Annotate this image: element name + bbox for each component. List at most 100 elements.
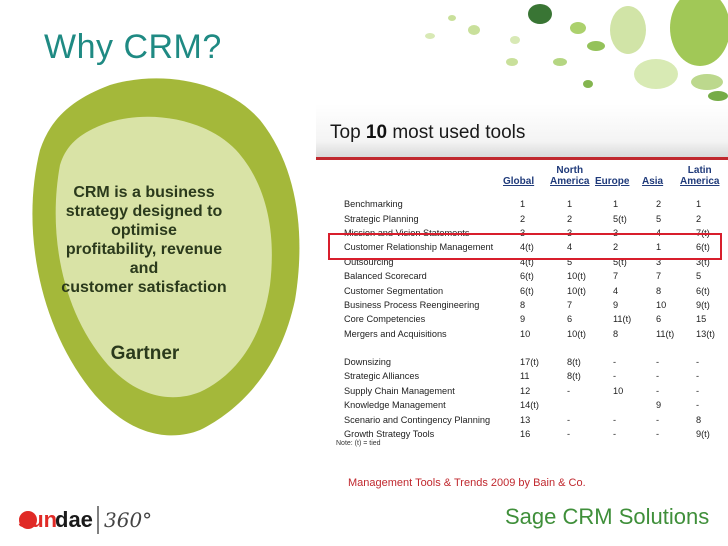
rank-cell: - (656, 385, 660, 396)
table-row: Outsourcing 4(t) 5 5(t) 3 3(t) (344, 255, 726, 269)
column-header-north-america: North America (550, 165, 590, 187)
rank-cell (613, 398, 656, 412)
rank-cell: - (656, 414, 660, 425)
table-row: Downsizing 17(t) 8(t) - - - (344, 355, 726, 369)
table-row: Balanced Scorecard 6(t) 10(t) 7 7 5 (344, 269, 726, 283)
slide-title: Why CRM? (44, 28, 222, 66)
definition-line: strategy designed to (65, 203, 223, 220)
rank-cell: 8(t) (567, 357, 581, 368)
rank-cell: 4 (656, 227, 662, 238)
column-header-latin-america: Latin America (680, 165, 720, 187)
rank-cell: 14(t) (520, 400, 539, 411)
table-row: Strategic Alliances 11 8(t) - - - (344, 369, 726, 383)
definition-line: CRM is a business (73, 184, 215, 201)
rank-cell: 5 (567, 256, 573, 267)
rank-cell: 5 (656, 213, 662, 224)
tool-name: Benchmarking (344, 199, 403, 210)
tool-name: Knowledge Management (344, 400, 446, 411)
panel-title-prefix: Top (330, 122, 366, 143)
rank-cell: 1 (696, 199, 702, 210)
table-row: Mission and Vision Statements 3 3 3 4 7(t) (344, 226, 726, 240)
rank-cell: 2 (567, 213, 573, 224)
rank-cell: 2 (520, 213, 526, 224)
rank-cell: 5 (696, 271, 702, 282)
rank-cell: 9 (656, 400, 662, 411)
rank-cell: 3 (520, 227, 526, 238)
tool-name: Core Competencies (344, 314, 426, 325)
table-spacer (344, 341, 726, 355)
rank-cell: 6(t) (696, 242, 710, 253)
tool-name: Balanced Scorecard (344, 271, 427, 282)
panel-title-suffix: most used tools (387, 122, 526, 143)
column-header-asia: Asia (642, 176, 664, 187)
sundae-logo-sun: sun (18, 507, 57, 532)
rank-cell: 15 (696, 314, 707, 325)
sundae-logo-dae: dae (55, 507, 93, 532)
table-row: Knowledge Management 14(t) 9 - (344, 398, 726, 412)
rank-cell (567, 398, 613, 412)
tool-name: Growth Strategy Tools (344, 429, 435, 440)
table-row: Business Process Reengineering 8 7 9 10 9(t) (344, 298, 726, 312)
table-row: Supply Chain Management 12 - 10 - - (344, 384, 726, 398)
column-header-europe: Europe (595, 176, 630, 187)
rank-cell: 13(t) (696, 328, 715, 339)
rank-cell: 10(t) (567, 271, 586, 282)
rank-cell: - (696, 357, 700, 368)
table-row: Scenario and Contingency Planning 13 - - - 8 (344, 412, 726, 426)
table-row: Benchmarking 1 1 1 2 1 (344, 197, 726, 211)
rank-cell: 3 (656, 256, 662, 267)
rank-cell: 2 (696, 213, 702, 224)
rank-cell: 8 (613, 328, 619, 339)
rank-cell: - (656, 429, 660, 440)
rank-cell: 2 (656, 199, 662, 210)
rank-cell: 1 (567, 199, 573, 210)
definition-line: optimise (111, 222, 177, 239)
rank-cell: 4 (567, 242, 573, 253)
definition-source: Gartner (110, 343, 180, 364)
rank-cell: - (656, 357, 660, 368)
rank-cell: 5(t) (613, 256, 627, 267)
rank-cell: 11 (520, 371, 530, 382)
table-note: Note: (t) = tied (336, 440, 381, 447)
table-row: Customer Relationship Management 4(t) 4 2 1 6… (344, 240, 726, 254)
rank-cell: 1 (520, 199, 526, 210)
leaf-inner (55, 116, 272, 398)
rank-cell: 7 (656, 271, 662, 282)
source-caption: Management Tools & Trends 2009 by Bain &… (348, 477, 586, 489)
definition-line: profitability, revenue (65, 241, 223, 258)
sundae-360-logo: sun dae 360° (18, 506, 152, 534)
rank-cell: - (567, 414, 571, 425)
table-row: Core Competencies 9 6 11(t) 6 15 (344, 312, 726, 326)
crm-row-highlight (328, 233, 722, 260)
top-tools-panel: Top 10 most used tools (316, 104, 728, 454)
rank-cell: 6 (567, 314, 573, 325)
table-row: Growth Strategy Tools 16 - - - 9(t) (344, 427, 726, 441)
panel-title: Top 10 most used tools (330, 122, 525, 144)
tool-name: Mergers and Acquisitions (344, 328, 447, 339)
tool-name: Customer Relationship Management (344, 242, 494, 253)
rank-cell: 11(t) (613, 314, 632, 325)
rank-cell: 10 (613, 385, 624, 396)
rank-cell: 7 (613, 271, 619, 282)
rank-cell: 13 (520, 414, 531, 425)
rank-cell: - (567, 429, 571, 440)
table-row: Customer Segmentation 6(t) 10(t) 4 8 6(t) (344, 283, 726, 297)
tool-name: Outsourcing (344, 256, 394, 267)
rank-cell: 8(t) (567, 371, 581, 382)
rank-cell: 3(t) (696, 256, 710, 267)
rank-cell: 1 (613, 199, 619, 210)
rank-cell: 17(t) (520, 357, 539, 368)
rank-cell: 8 (696, 414, 702, 425)
rank-cell: 8 (656, 285, 662, 296)
rank-cell: 10 (520, 328, 531, 339)
rank-cell: 6 (656, 314, 662, 325)
rank-cell: 1 (656, 242, 662, 253)
column-header-global: Global (503, 176, 535, 187)
rank-cell: - (696, 371, 700, 382)
rank-cell: 2 (613, 242, 619, 253)
tool-name: Downsizing (344, 357, 391, 368)
rank-cell: - (567, 385, 571, 396)
crm-definition: CRM is a business strategy designed to o… (46, 183, 242, 297)
tool-name: Business Process Reengineering (344, 299, 480, 310)
